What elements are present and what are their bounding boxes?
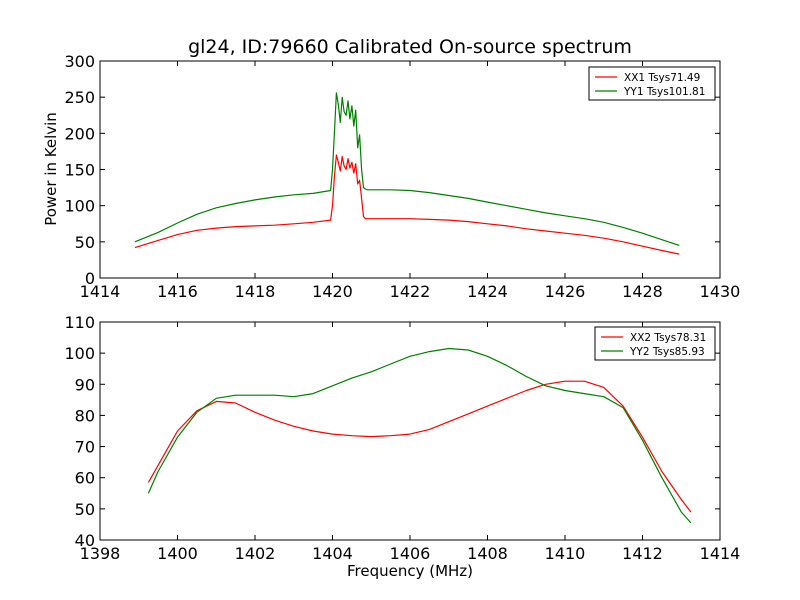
top-x-tick-label: 1422 [390, 282, 431, 301]
bottom-y-tick-label: 50 [75, 500, 95, 519]
top-y-tick-label: 150 [64, 161, 95, 180]
top-series-2-line [134, 92, 680, 246]
top-x-tick-label: 1424 [467, 282, 508, 301]
bottom-series-1-line [147, 380, 692, 513]
bottom-spectrum-plot: 1398 1400 1402 1404 1406 1408 1410 1412 1414 40 50… [64, 313, 740, 563]
bottom-x-tick-label: 1398 [80, 544, 121, 563]
bottom-x-axis-label: Frequency (MHz) [347, 562, 473, 580]
top-spectrum-plot: 1414 1416 1418 1420 1422 1424 1426 1428 1430 0 50 1… [64, 52, 740, 301]
top-y-axis-label: Power in Kelvin [42, 112, 60, 226]
bottom-x-tick-label: 1414 [700, 544, 741, 563]
top-legend-label-1: XX1 Tsys71.49 [624, 72, 700, 84]
bottom-y-tick-label: 80 [75, 406, 95, 425]
bottom-legend-box [594, 326, 716, 361]
top-y-tick-label: 250 [64, 88, 95, 107]
bottom-y-tick-label: 60 [75, 469, 95, 488]
bottom-y-tick-label: 40 [75, 531, 95, 550]
bottom-x-tick-label: 1412 [622, 544, 663, 563]
top-x-tick-label: 1418 [235, 282, 276, 301]
bottom-legend-label-2: YY2 Tsys85.93 [629, 346, 705, 358]
top-x-tick-label: 1414 [80, 282, 121, 301]
bottom-x-tick-label: 1406 [390, 544, 431, 563]
top-y-tick-label: 50 [75, 233, 95, 252]
top-y-tick-label: 200 [64, 124, 95, 143]
bottom-legend-label-1: XX2 Tsys78.31 [630, 332, 706, 344]
bottom-x-tick-label: 1404 [312, 544, 353, 563]
bottom-x-tick-label: 1402 [235, 544, 276, 563]
top-legend-box [588, 66, 716, 101]
top-y-tick-label: 0 [85, 269, 95, 288]
bottom-series-2-line [147, 347, 692, 524]
bottom-x-tick-label: 1410 [545, 544, 586, 563]
top-legend-label-2: YY1 Tsys101.81 [623, 86, 705, 98]
top-x-tick-label: 1416 [157, 282, 198, 301]
top-x-tick-label: 1430 [700, 282, 741, 301]
top-y-tick-label: 300 [64, 52, 95, 71]
top-series-1-line [134, 154, 680, 255]
top-x-tick-label: 1428 [622, 282, 663, 301]
bottom-y-tick-label: 90 [75, 375, 95, 394]
bottom-x-tick-label: 1400 [157, 544, 198, 563]
top-x-tick-label: 1420 [312, 282, 353, 301]
bottom-x-tick-label: 1408 [467, 544, 508, 563]
top-y-tick-label: 100 [64, 197, 95, 216]
bottom-y-tick-label: 70 [75, 438, 95, 457]
bottom-y-tick-label: 100 [64, 344, 95, 363]
bottom-y-tick-label: 110 [64, 313, 95, 332]
top-x-tick-label: 1426 [545, 282, 586, 301]
figure-title: gl24, ID:79660 Calibrated On-source spec… [188, 36, 632, 58]
